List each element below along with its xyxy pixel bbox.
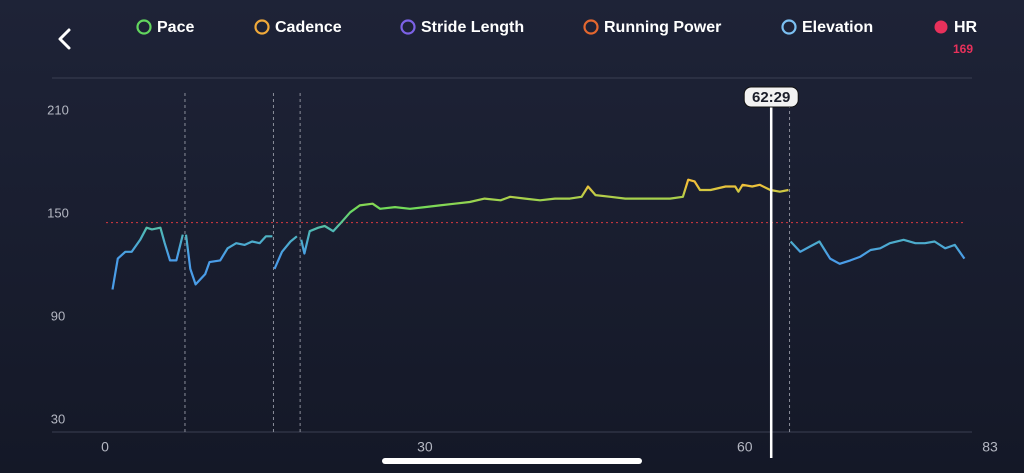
legend-swatch[interactable] xyxy=(781,19,797,35)
legend-swatch[interactable] xyxy=(400,19,416,35)
y-tick-label: 90 xyxy=(51,308,65,323)
x-tick-label: 30 xyxy=(417,439,433,455)
y-tick-label: 30 xyxy=(51,411,65,426)
y-tick-label: 150 xyxy=(47,205,69,220)
legend-swatch[interactable] xyxy=(583,19,599,35)
legend-swatch[interactable] xyxy=(934,20,948,34)
legend-label[interactable]: Pace xyxy=(157,19,194,36)
legend-label[interactable]: Running Power xyxy=(604,19,721,36)
legend-label[interactable]: Stride Length xyxy=(421,19,524,36)
current-hr: 169 xyxy=(953,42,973,56)
y-tick-label: 210 xyxy=(47,102,69,117)
x-tick-label: 83 xyxy=(982,439,998,455)
x-tick-label: 0 xyxy=(101,439,109,455)
legend-label[interactable]: Cadence xyxy=(275,19,342,36)
home-indicator xyxy=(382,458,642,464)
back-button[interactable] xyxy=(58,28,71,50)
legend-label[interactable]: Elevation xyxy=(802,19,873,36)
legend-label[interactable]: HR xyxy=(954,19,978,36)
cursor-label: 62:29 xyxy=(752,89,790,106)
hr-line xyxy=(111,178,966,290)
legend-swatch[interactable] xyxy=(136,19,152,35)
cursor-badge xyxy=(743,86,799,108)
x-tick-label: 60 xyxy=(737,439,753,455)
legend-swatch[interactable] xyxy=(254,19,270,35)
